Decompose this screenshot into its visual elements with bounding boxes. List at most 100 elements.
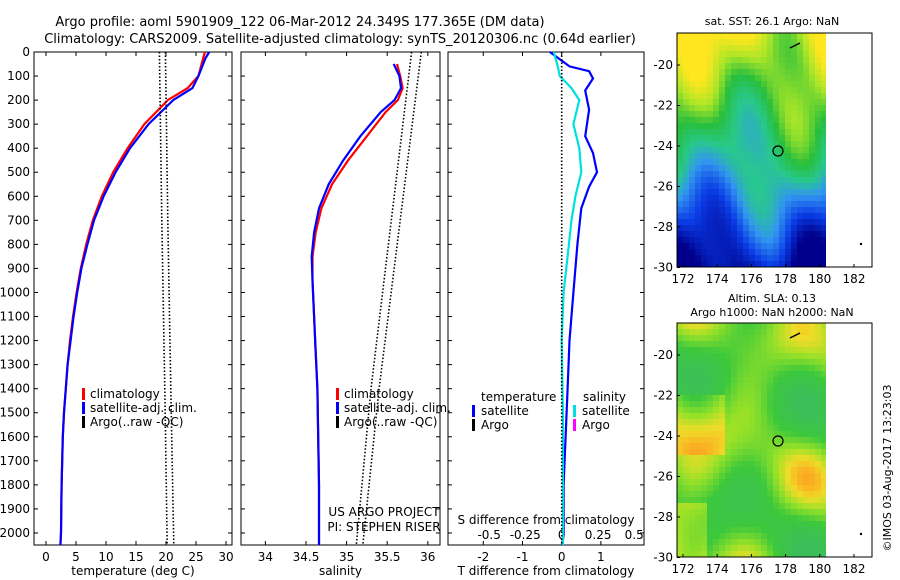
- map-cell: [767, 467, 773, 473]
- map-cell: [755, 75, 761, 81]
- map-cell: [791, 141, 797, 147]
- map-cell: [683, 51, 689, 57]
- map-cell: [773, 207, 779, 213]
- map-cell: [809, 521, 815, 527]
- map-cell: [803, 377, 809, 383]
- map-cell: [725, 189, 731, 195]
- map-cell: [821, 551, 827, 557]
- map-cell: [707, 183, 713, 189]
- map-cell: [713, 431, 719, 437]
- map-cell: [785, 419, 791, 425]
- map-cell: [803, 503, 809, 509]
- map-cell: [785, 171, 791, 177]
- map-cell: [683, 69, 689, 75]
- map-cell: [677, 383, 683, 389]
- map-cell: [815, 437, 821, 443]
- map-cell: [749, 407, 755, 413]
- map-cell: [737, 219, 743, 225]
- map-cell: [689, 147, 695, 153]
- map-cell: [749, 225, 755, 231]
- map-cell: [737, 51, 743, 57]
- map-cell: [773, 449, 779, 455]
- map-cell: [779, 165, 785, 171]
- map-cell: [743, 159, 749, 165]
- map-cell: [689, 455, 695, 461]
- map-cell: [689, 207, 695, 213]
- map-cell: [713, 33, 719, 39]
- map-cell: [743, 425, 749, 431]
- map-cell: [695, 341, 701, 347]
- map-cell: [779, 159, 785, 165]
- map-frame: [676, 322, 873, 558]
- map-cell: [791, 201, 797, 207]
- map-cell: [755, 539, 761, 545]
- map-cell: [701, 87, 707, 93]
- map-cell: [815, 99, 821, 105]
- map-cell: [785, 551, 791, 557]
- map-cell: [713, 69, 719, 75]
- map-cell: [695, 51, 701, 57]
- map-cell: [689, 491, 695, 497]
- map-cell: [821, 111, 827, 117]
- x-tick-label: 15: [128, 550, 143, 564]
- map-cell: [683, 539, 689, 545]
- map-cell: [713, 545, 719, 551]
- map-cell: [725, 419, 731, 425]
- map-cell: [719, 407, 725, 413]
- map-cell: [677, 93, 683, 99]
- map-cell: [761, 497, 767, 503]
- map-cell: [689, 33, 695, 39]
- map-cell: [785, 81, 791, 87]
- map-cell: [743, 449, 749, 455]
- map-cell: [761, 135, 767, 141]
- map-cell: [683, 497, 689, 503]
- map-cell: [797, 201, 803, 207]
- map-cell: [713, 353, 719, 359]
- x-tick-label: 25: [188, 550, 203, 564]
- map-cell: [773, 551, 779, 557]
- map-cell: [755, 401, 761, 407]
- map-cell: [773, 33, 779, 39]
- map-cell: [755, 141, 761, 147]
- map-cell: [743, 45, 749, 51]
- map-cell: [689, 231, 695, 237]
- map-cell: [707, 347, 713, 353]
- map-cell: [773, 515, 779, 521]
- map-cell: [749, 231, 755, 237]
- legend-entry: satellite-adj. clim.: [90, 401, 197, 415]
- map-cell: [737, 485, 743, 491]
- map-cell: [791, 177, 797, 183]
- map-cell: [749, 515, 755, 521]
- map-cell: [677, 491, 683, 497]
- map-cell: [689, 389, 695, 395]
- map-cell: [743, 141, 749, 147]
- legend-entry: satellite: [582, 404, 630, 418]
- map-cell: [737, 237, 743, 243]
- map-cell: [809, 63, 815, 69]
- map-cell: [683, 183, 689, 189]
- map-cell: [737, 159, 743, 165]
- map-cell: [713, 521, 719, 527]
- map-cell: [707, 171, 713, 177]
- map-cell: [743, 383, 749, 389]
- map-cell: [695, 359, 701, 365]
- map-cell: [761, 539, 767, 545]
- map-cell: [725, 171, 731, 177]
- map-cell: [797, 189, 803, 195]
- map-cell: [749, 437, 755, 443]
- y-tick-label: 500: [7, 165, 30, 179]
- map-cell: [797, 485, 803, 491]
- map-cell: [677, 431, 683, 437]
- map-cell: [791, 413, 797, 419]
- map-cell: [683, 195, 689, 201]
- map-cell: [755, 81, 761, 87]
- map-cell: [815, 189, 821, 195]
- map-cell: [743, 171, 749, 177]
- map-cell: [803, 467, 809, 473]
- map-cell: [743, 51, 749, 57]
- map-cell: [797, 413, 803, 419]
- map-cell: [713, 335, 719, 341]
- map-cell: [767, 69, 773, 75]
- map-cell: [809, 431, 815, 437]
- map-cell: [797, 377, 803, 383]
